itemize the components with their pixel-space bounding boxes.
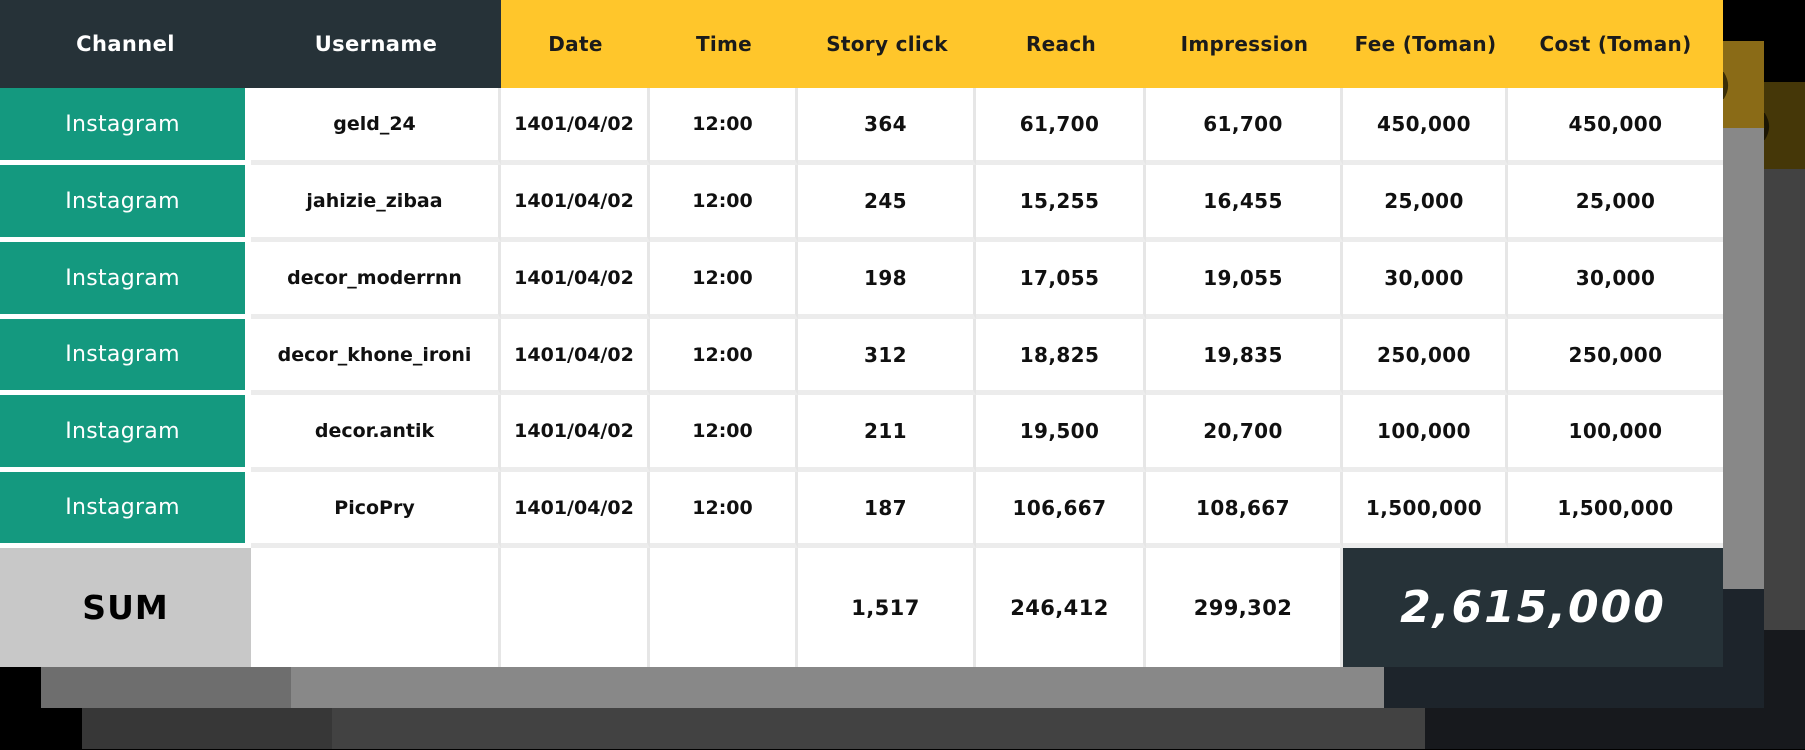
- sum-label: SUM: [0, 548, 251, 667]
- sum-blank-date: [501, 548, 650, 667]
- cell-reach: 61,700: [976, 88, 1146, 165]
- cell-cost: 30,000: [1508, 242, 1723, 319]
- sum-reach: 246,412: [976, 548, 1146, 667]
- cell-story-click: 245: [798, 165, 976, 242]
- cell-username: decor_khone_ironi: [251, 319, 501, 395]
- cell-impression: 20,700: [1146, 395, 1343, 472]
- cell-username: PicoPry: [251, 472, 501, 548]
- cell-username: decor_moderrnn: [251, 242, 501, 319]
- header-cell-story-click: Story click: [798, 0, 976, 88]
- cell-impression: 61,700: [1146, 88, 1343, 165]
- stack-layer2-bottom-body: [291, 667, 1384, 708]
- header-cell-fee: Fee (Toman): [1343, 0, 1508, 88]
- cell-channel: Instagram: [0, 242, 251, 319]
- stack-layer3-bottom-dark: [1425, 708, 1805, 749]
- cell-date: 1401/04/02: [501, 472, 650, 548]
- stack-layer2-body-strip-right: [1723, 128, 1764, 589]
- cell-impression: 19,835: [1146, 319, 1343, 395]
- stack-layer3-bottom-body: [332, 708, 1425, 749]
- cell-impression: 19,055: [1146, 242, 1343, 319]
- cell-channel: Instagram: [0, 395, 251, 472]
- stack-layer3-body-strip-right: [1764, 169, 1805, 630]
- stack-layer2-bottom-sumgray: [41, 667, 291, 708]
- cell-cost: 450,000: [1508, 88, 1723, 165]
- cell-time: 12:00: [650, 395, 798, 472]
- cell-fee: 100,000: [1343, 395, 1508, 472]
- cell-fee: 450,000: [1343, 88, 1508, 165]
- cell-reach: 15,255: [976, 165, 1146, 242]
- cell-channel: Instagram: [0, 472, 251, 548]
- stack-layer2-bottom-dark: [1384, 667, 1764, 708]
- cell-cost: 25,000: [1508, 165, 1723, 242]
- sum-story-click: 1,517: [798, 548, 976, 667]
- stack-layer3-bottom-sumgray: [82, 708, 332, 749]
- cell-time: 12:00: [650, 88, 798, 165]
- cell-cost: 100,000: [1508, 395, 1723, 472]
- cell-channel: Instagram: [0, 319, 251, 395]
- cell-reach: 17,055: [976, 242, 1146, 319]
- cell-username: decor.antik: [251, 395, 501, 472]
- cell-date: 1401/04/02: [501, 242, 650, 319]
- cell-date: 1401/04/02: [501, 319, 650, 395]
- sum-impression: 299,302: [1146, 548, 1343, 667]
- cell-fee: 1,500,000: [1343, 472, 1508, 548]
- header-cell-reach: Reach: [976, 0, 1146, 88]
- cell-username: jahizie_zibaa: [251, 165, 501, 242]
- cell-impression: 16,455: [1146, 165, 1343, 242]
- cell-story-click: 364: [798, 88, 976, 165]
- cell-story-click: 187: [798, 472, 976, 548]
- cell-reach: 106,667: [976, 472, 1146, 548]
- cell-time: 12:00: [650, 472, 798, 548]
- cell-time: 12:00: [650, 165, 798, 242]
- cell-date: 1401/04/02: [501, 395, 650, 472]
- cell-reach: 18,825: [976, 319, 1146, 395]
- sum-total-cost: 2,615,000: [1343, 548, 1723, 667]
- cell-reach: 19,500: [976, 395, 1146, 472]
- cell-channel: Instagram: [0, 88, 251, 165]
- cell-fee: 250,000: [1343, 319, 1508, 395]
- sum-blank-username: [251, 548, 501, 667]
- cell-fee: 30,000: [1343, 242, 1508, 319]
- header-cell-username: Username: [251, 0, 501, 88]
- header-cell-time: Time: [650, 0, 798, 88]
- header-cell-cost: Cost (Toman): [1508, 0, 1723, 88]
- sum-blank-time: [650, 548, 798, 667]
- cell-impression: 108,667: [1146, 472, 1343, 548]
- cell-story-click: 312: [798, 319, 976, 395]
- campaign-stats-table: Channel Username Date Time Story click R…: [0, 0, 1723, 667]
- header-cell-impression: Impression: [1146, 0, 1343, 88]
- cell-time: 12:00: [650, 242, 798, 319]
- header-cell-channel: Channel: [0, 0, 251, 88]
- stack-layer2-header-strip: ): [1717, 41, 1764, 128]
- cell-cost: 250,000: [1508, 319, 1723, 395]
- header-cell-date: Date: [501, 0, 650, 88]
- cell-username: geld_24: [251, 88, 501, 165]
- cell-cost: 1,500,000: [1508, 472, 1723, 548]
- cell-date: 1401/04/02: [501, 88, 650, 165]
- cell-fee: 25,000: [1343, 165, 1508, 242]
- cell-story-click: 198: [798, 242, 976, 319]
- stack-layer3-header-strip: ): [1758, 82, 1805, 169]
- cell-date: 1401/04/02: [501, 165, 650, 242]
- cell-channel: Instagram: [0, 165, 251, 242]
- cell-story-click: 211: [798, 395, 976, 472]
- cell-time: 12:00: [650, 319, 798, 395]
